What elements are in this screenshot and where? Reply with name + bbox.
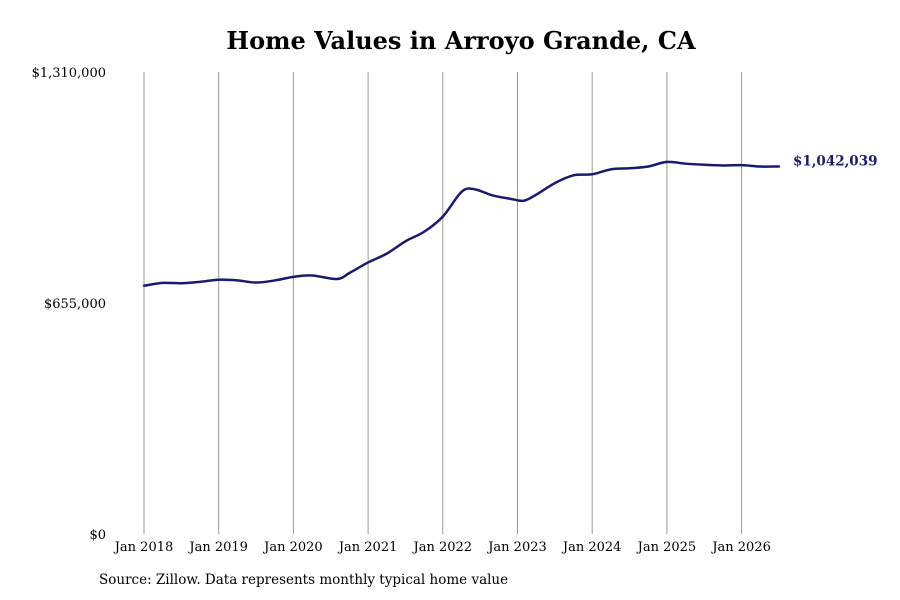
data-point	[404, 240, 406, 242]
data-point	[535, 194, 537, 196]
x-tick-label: Jan 2026	[710, 540, 771, 555]
data-point	[778, 165, 780, 167]
y-tick-label: $1,310,000	[32, 66, 106, 81]
x-tick-label: Jan 2021	[337, 540, 398, 555]
end-value-label: $1,042,039	[793, 154, 878, 170]
data-point	[336, 278, 338, 280]
data-point	[591, 173, 593, 175]
y-tick-label: $0	[89, 528, 106, 543]
data-point	[703, 164, 705, 166]
data-point	[572, 174, 574, 176]
chart-title: Home Values in Arroyo Grande, CA	[226, 26, 696, 55]
data-point	[554, 182, 556, 184]
data-point	[684, 162, 686, 164]
data-point	[442, 215, 444, 217]
data-point	[759, 165, 761, 167]
data-point	[274, 279, 276, 281]
data-point	[367, 261, 369, 263]
source-note: Source: Zillow. Data represents monthly …	[99, 572, 509, 588]
data-point	[236, 279, 238, 281]
series-lines	[142, 160, 781, 287]
x-tick-label: Jan 2022	[412, 540, 473, 555]
data-point	[460, 191, 462, 193]
data-point	[255, 281, 257, 283]
y-tick-label: $655,000	[44, 297, 106, 312]
x-axis-ticks: Jan 2018 Jan 2019 Jan 2020 Jan 2021 Jan 2022…	[113, 540, 771, 555]
data-point	[491, 194, 493, 196]
series-points	[143, 161, 780, 287]
data-point	[143, 285, 145, 287]
x-tick-label: Jan 2018	[113, 540, 174, 555]
data-point	[628, 167, 630, 169]
data-point	[473, 188, 475, 190]
x-tick-label: Jan 2020	[262, 540, 323, 555]
x-tick-label: Jan 2025	[636, 540, 697, 555]
data-point	[386, 252, 388, 254]
data-point	[348, 272, 350, 274]
data-point	[647, 165, 649, 167]
data-point	[510, 198, 512, 200]
data-point	[218, 279, 220, 281]
data-point	[610, 168, 612, 170]
x-tick-label: Jan 2019	[187, 540, 248, 555]
vertical-grid	[143, 72, 743, 534]
x-tick-label: Jan 2023	[486, 540, 547, 555]
series-line-0	[142, 160, 781, 287]
y-axis-ticks: $0 $655,000 $1,310,000	[32, 66, 106, 543]
data-point	[292, 276, 294, 278]
data-point	[722, 164, 724, 166]
data-point	[423, 231, 425, 233]
data-point	[740, 164, 742, 166]
data-point	[523, 200, 525, 202]
data-point	[666, 161, 668, 163]
data-point	[180, 282, 182, 284]
x-tick-label: Jan 2024	[561, 540, 622, 555]
data-point	[311, 274, 313, 276]
data-point	[161, 282, 163, 284]
data-point	[199, 281, 201, 283]
